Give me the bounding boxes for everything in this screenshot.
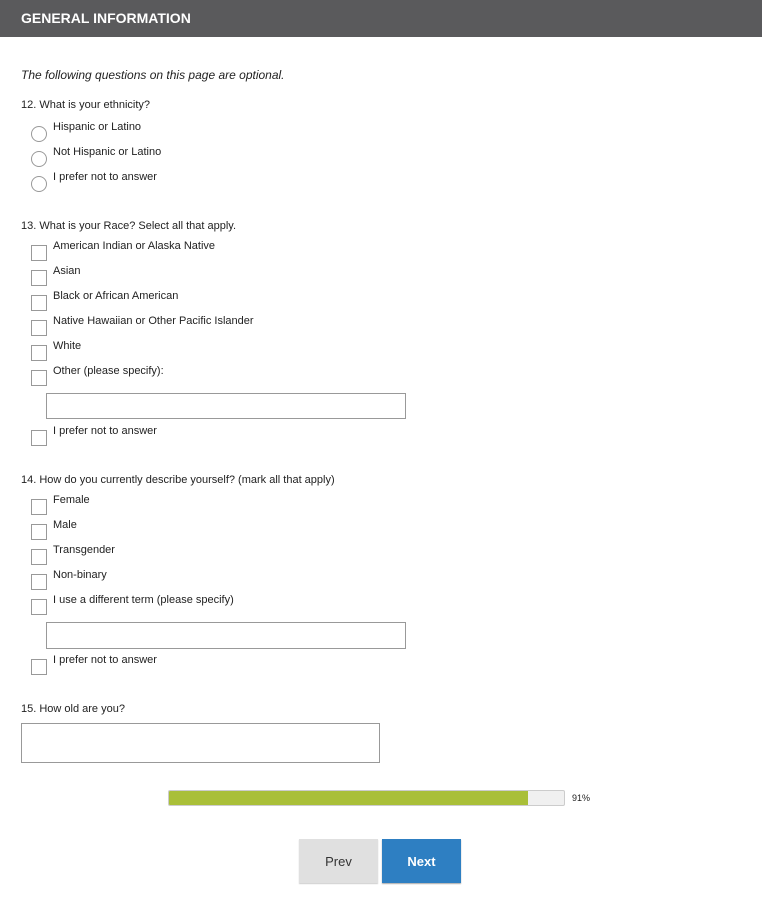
question-13-label: 13. What is your Race? Select all that a… bbox=[21, 220, 237, 232]
question-12-label: 12. What is your ethnicity? bbox=[21, 99, 151, 111]
option-label: I use a different term (please specify) bbox=[53, 594, 234, 606]
checkbox[interactable] bbox=[31, 499, 47, 515]
option-label: I prefer not to answer bbox=[53, 654, 157, 666]
option-label: Asian bbox=[53, 265, 81, 277]
page-header: GENERAL INFORMATION bbox=[0, 0, 762, 37]
question-14-label: 14. How do you currently describe yourse… bbox=[21, 474, 335, 486]
option-label: Black or African American bbox=[53, 290, 179, 302]
checkbox[interactable] bbox=[31, 599, 47, 615]
option-label: Native Hawaiian or Other Pacific Islande… bbox=[53, 315, 254, 327]
page-title: GENERAL INFORMATION bbox=[21, 10, 191, 26]
checkbox[interactable] bbox=[31, 430, 47, 446]
age-input[interactable] bbox=[21, 723, 380, 763]
radio-button[interactable] bbox=[31, 126, 47, 142]
option-label: White bbox=[53, 340, 82, 352]
intro-text: The following questions on this page are… bbox=[21, 68, 285, 82]
checkbox[interactable] bbox=[31, 245, 47, 261]
progress-bar bbox=[168, 790, 565, 806]
next-button[interactable]: Next bbox=[382, 839, 461, 883]
checkbox[interactable] bbox=[31, 659, 47, 675]
checkbox[interactable] bbox=[31, 574, 47, 590]
checkbox[interactable] bbox=[31, 524, 47, 540]
checkbox[interactable] bbox=[31, 549, 47, 565]
prev-button[interactable]: Prev bbox=[299, 839, 378, 883]
checkbox[interactable] bbox=[31, 270, 47, 286]
checkbox[interactable] bbox=[31, 370, 47, 386]
option-label: Male bbox=[53, 519, 77, 531]
radio-button[interactable] bbox=[31, 176, 47, 192]
option-label: Non-binary bbox=[53, 569, 107, 581]
question-15-label: 15. How old are you? bbox=[21, 703, 125, 715]
option-label: Hispanic or Latino bbox=[53, 121, 142, 133]
option-label: Transgender bbox=[53, 544, 115, 556]
gender-other-input[interactable] bbox=[46, 622, 406, 649]
progress-fill bbox=[169, 791, 529, 805]
option-label: Not Hispanic or Latino bbox=[53, 146, 162, 158]
option-label: American Indian or Alaska Native bbox=[53, 240, 216, 252]
option-label: Other (please specify): bbox=[53, 365, 164, 377]
option-label: I prefer not to answer bbox=[53, 171, 157, 183]
progress-label: 91% bbox=[572, 793, 591, 803]
option-label: I prefer not to answer bbox=[53, 425, 157, 437]
checkbox[interactable] bbox=[31, 295, 47, 311]
checkbox[interactable] bbox=[31, 320, 47, 336]
race-other-input[interactable] bbox=[46, 393, 406, 419]
radio-button[interactable] bbox=[31, 151, 47, 167]
option-label: Female bbox=[53, 494, 90, 506]
checkbox[interactable] bbox=[31, 345, 47, 361]
